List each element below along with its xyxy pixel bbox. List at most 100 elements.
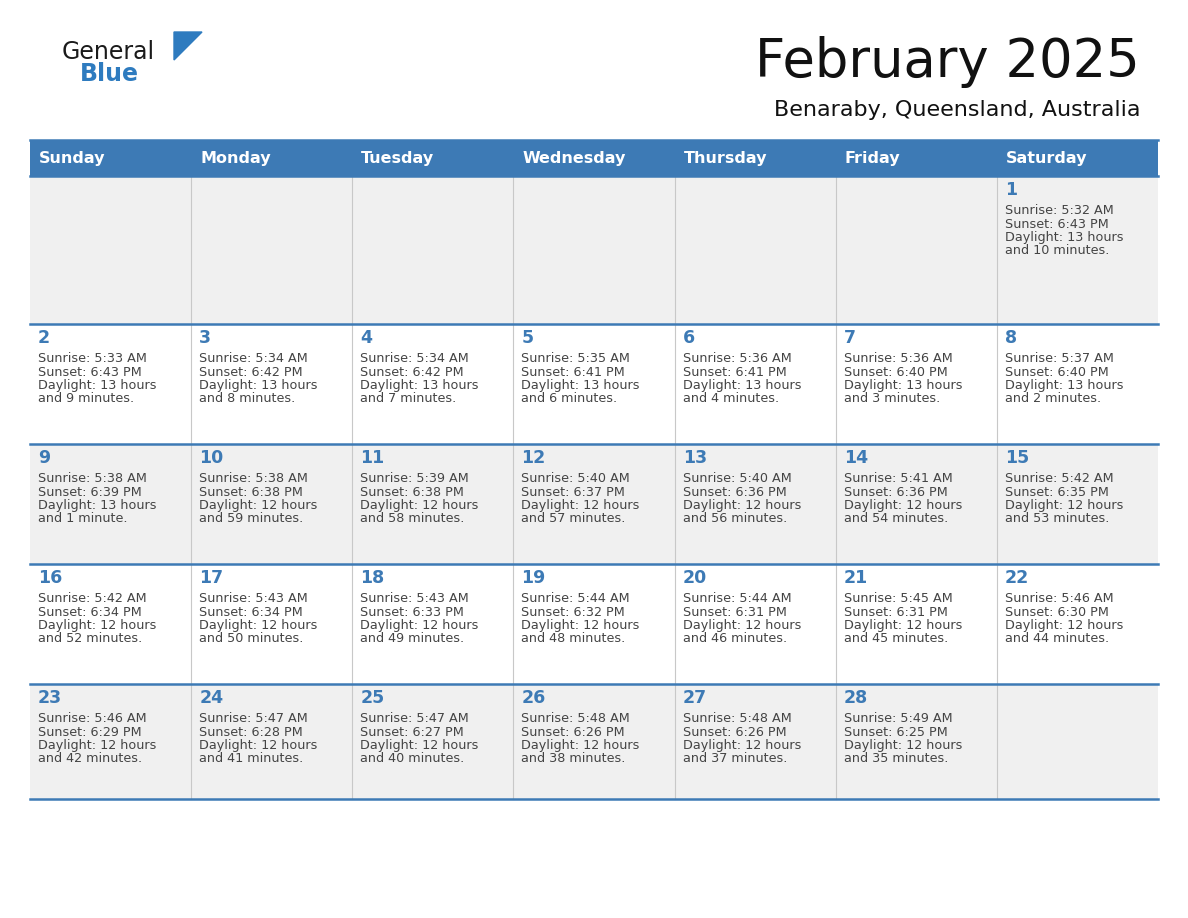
Bar <box>30 176 1158 324</box>
Text: Daylight: 13 hours: Daylight: 13 hours <box>522 379 640 392</box>
Text: and 37 minutes.: and 37 minutes. <box>683 753 786 766</box>
Text: Daylight: 12 hours: Daylight: 12 hours <box>200 739 317 752</box>
Text: and 40 minutes.: and 40 minutes. <box>360 753 465 766</box>
Text: Daylight: 13 hours: Daylight: 13 hours <box>1005 231 1124 244</box>
Text: Daylight: 12 hours: Daylight: 12 hours <box>522 619 640 632</box>
Text: Sunrise: 5:38 AM: Sunrise: 5:38 AM <box>38 472 147 485</box>
Text: 28: 28 <box>843 689 868 707</box>
Text: Daylight: 12 hours: Daylight: 12 hours <box>522 499 640 512</box>
Text: Benaraby, Queensland, Australia: Benaraby, Queensland, Australia <box>773 100 1140 120</box>
Text: Sunset: 6:39 PM: Sunset: 6:39 PM <box>38 486 141 498</box>
Text: 23: 23 <box>38 689 62 707</box>
Text: Sunset: 6:27 PM: Sunset: 6:27 PM <box>360 725 465 738</box>
Text: 19: 19 <box>522 569 545 587</box>
Text: Sunset: 6:38 PM: Sunset: 6:38 PM <box>200 486 303 498</box>
Text: February 2025: February 2025 <box>756 36 1140 88</box>
Text: 24: 24 <box>200 689 223 707</box>
Text: General: General <box>62 40 156 64</box>
Bar <box>191 140 353 176</box>
Text: and 46 minutes.: and 46 minutes. <box>683 633 786 645</box>
Text: Daylight: 13 hours: Daylight: 13 hours <box>38 379 157 392</box>
Text: and 6 minutes.: and 6 minutes. <box>522 393 618 406</box>
Bar <box>835 140 997 176</box>
Text: Daylight: 12 hours: Daylight: 12 hours <box>522 739 640 752</box>
Text: Sunrise: 5:33 AM: Sunrise: 5:33 AM <box>38 352 147 365</box>
Text: and 9 minutes.: and 9 minutes. <box>38 393 134 406</box>
Text: Sunset: 6:29 PM: Sunset: 6:29 PM <box>38 725 141 738</box>
Text: and 7 minutes.: and 7 minutes. <box>360 393 456 406</box>
Text: 10: 10 <box>200 449 223 467</box>
Text: Sunrise: 5:40 AM: Sunrise: 5:40 AM <box>683 472 791 485</box>
Text: Daylight: 12 hours: Daylight: 12 hours <box>360 739 479 752</box>
Text: Sunset: 6:36 PM: Sunset: 6:36 PM <box>843 486 948 498</box>
Text: Daylight: 12 hours: Daylight: 12 hours <box>1005 619 1123 632</box>
Text: 11: 11 <box>360 449 385 467</box>
Text: Sunset: 6:25 PM: Sunset: 6:25 PM <box>843 725 948 738</box>
Text: Daylight: 12 hours: Daylight: 12 hours <box>683 499 801 512</box>
Text: Sunrise: 5:44 AM: Sunrise: 5:44 AM <box>683 592 791 605</box>
Text: 3: 3 <box>200 329 211 347</box>
Text: and 38 minutes.: and 38 minutes. <box>522 753 626 766</box>
Text: Daylight: 13 hours: Daylight: 13 hours <box>683 379 801 392</box>
Text: Sunrise: 5:42 AM: Sunrise: 5:42 AM <box>38 592 146 605</box>
Text: Daylight: 12 hours: Daylight: 12 hours <box>360 619 479 632</box>
Text: Sunset: 6:32 PM: Sunset: 6:32 PM <box>522 606 625 619</box>
Text: 12: 12 <box>522 449 545 467</box>
Bar <box>30 324 1158 444</box>
Text: Blue: Blue <box>80 62 139 86</box>
Text: Daylight: 12 hours: Daylight: 12 hours <box>38 619 157 632</box>
Text: Daylight: 13 hours: Daylight: 13 hours <box>200 379 317 392</box>
Text: 20: 20 <box>683 569 707 587</box>
Text: 6: 6 <box>683 329 695 347</box>
Text: Sunrise: 5:39 AM: Sunrise: 5:39 AM <box>360 472 469 485</box>
Text: Daylight: 12 hours: Daylight: 12 hours <box>200 619 317 632</box>
Text: and 53 minutes.: and 53 minutes. <box>1005 512 1110 525</box>
Text: 15: 15 <box>1005 449 1029 467</box>
Text: Daylight: 12 hours: Daylight: 12 hours <box>683 619 801 632</box>
Polygon shape <box>173 32 202 60</box>
Bar <box>675 140 835 176</box>
Text: and 45 minutes.: and 45 minutes. <box>843 633 948 645</box>
Text: Daylight: 12 hours: Daylight: 12 hours <box>843 739 962 752</box>
Bar <box>30 564 1158 684</box>
Text: Daylight: 12 hours: Daylight: 12 hours <box>360 499 479 512</box>
Bar <box>30 140 191 176</box>
Text: and 41 minutes.: and 41 minutes. <box>200 753 303 766</box>
Text: Sunset: 6:41 PM: Sunset: 6:41 PM <box>683 365 786 378</box>
Text: Monday: Monday <box>200 151 271 165</box>
Text: 1: 1 <box>1005 181 1017 199</box>
Text: 14: 14 <box>843 449 868 467</box>
Text: Sunset: 6:43 PM: Sunset: 6:43 PM <box>38 365 141 378</box>
Text: Sunrise: 5:35 AM: Sunrise: 5:35 AM <box>522 352 631 365</box>
Text: Sunset: 6:40 PM: Sunset: 6:40 PM <box>1005 365 1108 378</box>
Text: Sunset: 6:26 PM: Sunset: 6:26 PM <box>683 725 786 738</box>
Text: Friday: Friday <box>845 151 901 165</box>
Text: Wednesday: Wednesday <box>523 151 626 165</box>
Text: 22: 22 <box>1005 569 1029 587</box>
Text: 16: 16 <box>38 569 62 587</box>
Text: and 10 minutes.: and 10 minutes. <box>1005 244 1110 258</box>
Text: Sunset: 6:40 PM: Sunset: 6:40 PM <box>843 365 948 378</box>
Text: 2: 2 <box>38 329 50 347</box>
Text: Sunrise: 5:37 AM: Sunrise: 5:37 AM <box>1005 352 1113 365</box>
Text: Sunset: 6:35 PM: Sunset: 6:35 PM <box>1005 486 1108 498</box>
Text: Sunrise: 5:46 AM: Sunrise: 5:46 AM <box>38 712 146 725</box>
Text: Sunset: 6:31 PM: Sunset: 6:31 PM <box>683 606 786 619</box>
Text: Daylight: 13 hours: Daylight: 13 hours <box>38 499 157 512</box>
Text: and 3 minutes.: and 3 minutes. <box>843 393 940 406</box>
Text: and 49 minutes.: and 49 minutes. <box>360 633 465 645</box>
Text: Sunset: 6:34 PM: Sunset: 6:34 PM <box>38 606 141 619</box>
Text: Sunrise: 5:43 AM: Sunrise: 5:43 AM <box>200 592 308 605</box>
Text: Sunset: 6:37 PM: Sunset: 6:37 PM <box>522 486 625 498</box>
Text: Sunset: 6:38 PM: Sunset: 6:38 PM <box>360 486 465 498</box>
Text: Daylight: 12 hours: Daylight: 12 hours <box>1005 499 1123 512</box>
Text: Sunrise: 5:32 AM: Sunrise: 5:32 AM <box>1005 204 1113 217</box>
Text: and 50 minutes.: and 50 minutes. <box>200 633 303 645</box>
Text: Daylight: 12 hours: Daylight: 12 hours <box>683 739 801 752</box>
Text: Sunset: 6:43 PM: Sunset: 6:43 PM <box>1005 218 1108 230</box>
Text: Tuesday: Tuesday <box>361 151 435 165</box>
Text: 25: 25 <box>360 689 385 707</box>
Text: and 58 minutes.: and 58 minutes. <box>360 512 465 525</box>
Text: Thursday: Thursday <box>683 151 767 165</box>
Text: Sunrise: 5:48 AM: Sunrise: 5:48 AM <box>522 712 630 725</box>
